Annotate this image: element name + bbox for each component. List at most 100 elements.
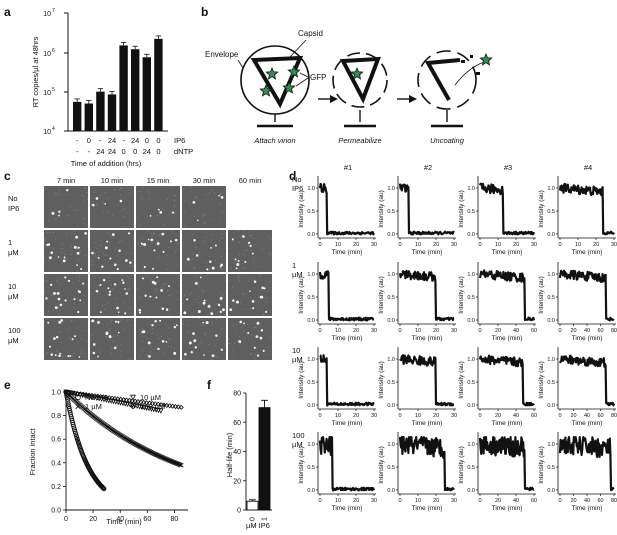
panel-e-point <box>118 396 124 402</box>
trace-xlabel: Time (min) <box>572 505 603 512</box>
micrograph-spot <box>47 243 51 246</box>
micrograph-spot <box>124 259 128 262</box>
micrograph-noise <box>247 280 249 282</box>
micrograph-spot <box>58 210 61 213</box>
micrograph-noise <box>189 264 191 266</box>
panel-a-row-dntp: dNTP <box>174 147 193 156</box>
micrograph-tile <box>136 274 180 316</box>
micrograph-noise <box>242 268 244 270</box>
micrograph-spot <box>238 340 242 344</box>
micrograph-spot <box>237 259 240 262</box>
micrograph-noise <box>165 323 167 324</box>
trace-xtick-label: 20 <box>570 413 576 419</box>
panel-c-row-label: µM <box>8 292 19 301</box>
micrograph-noise <box>173 323 175 325</box>
micrograph-noise <box>238 280 240 282</box>
trace-xtick-label: 20 <box>495 413 501 419</box>
micrograph-noise <box>79 274 81 276</box>
micrograph-noise <box>77 327 79 329</box>
micrograph-noise <box>105 290 107 292</box>
micrograph-noise <box>193 216 195 218</box>
panel-e-point <box>77 391 83 397</box>
micrograph-noise <box>128 288 130 290</box>
micrograph-noise <box>95 253 97 255</box>
micrograph-spot <box>140 242 144 245</box>
micrograph-noise <box>117 334 119 336</box>
gfp-star-icon <box>259 83 273 97</box>
micrograph-noise <box>270 337 271 338</box>
micrograph-noise <box>150 279 152 281</box>
intensity-trace <box>318 270 375 322</box>
panel-e-point <box>66 389 72 395</box>
trace-xtick-label: 0 <box>558 498 561 504</box>
micrograph-noise <box>157 215 159 217</box>
micrograph-noise <box>162 224 164 226</box>
trace-ytick-label: 1.0 <box>387 272 395 278</box>
micrograph-noise <box>190 292 192 294</box>
panel-f-category-label: 1 <box>262 517 269 521</box>
panel-e-point <box>177 462 183 468</box>
micrograph-noise <box>140 356 141 358</box>
micrograph-noise <box>255 327 257 329</box>
panel-a-bar <box>131 49 140 131</box>
trace-xtick-label: 30 <box>371 242 377 248</box>
micrograph-spot <box>50 283 53 286</box>
micrograph-noise <box>94 255 96 257</box>
micrograph-tile <box>90 230 134 272</box>
gfp-stars-virion-1 <box>259 64 301 97</box>
micrograph-spot <box>161 307 165 311</box>
micrograph-noise <box>98 285 100 287</box>
trace-xtick-label: 0 <box>398 498 401 504</box>
micrograph-spot <box>231 238 234 241</box>
panel-e-legend-marker <box>130 403 136 410</box>
trace-ylabel: Intensity (au) <box>458 446 465 484</box>
trace-ylabel: Intensity (au) <box>458 190 465 228</box>
micrograph-spot <box>71 338 74 341</box>
micrograph-spot <box>113 263 117 267</box>
micrograph-noise <box>99 195 101 197</box>
micrograph-spot <box>187 258 190 261</box>
panel-e-series-diamond <box>63 389 184 410</box>
micrograph-noise <box>250 250 252 252</box>
intensity-trace <box>478 436 535 492</box>
micrograph-spot <box>108 293 111 296</box>
micrograph-spot <box>63 256 66 259</box>
micrograph-noise <box>169 314 170 316</box>
panel-c-label: c <box>4 169 11 183</box>
micrograph-spot <box>58 214 60 217</box>
micrograph-noise <box>77 298 79 300</box>
micrograph-noise <box>84 188 85 190</box>
panel-f-ylabel: Half-life (min) <box>225 432 234 477</box>
micrograph-noise <box>92 264 94 265</box>
panel-a-dntp-value: 0 <box>122 147 126 156</box>
panel-e-point <box>141 399 147 405</box>
micrograph-spot <box>51 211 55 215</box>
micrograph-noise <box>60 252 62 253</box>
trace-ytick-label: 1.0 <box>307 272 315 278</box>
micrograph-noise <box>109 329 111 331</box>
micrograph-spot <box>138 308 142 312</box>
micrograph-spot <box>73 298 76 301</box>
micrograph-spot <box>60 319 63 322</box>
micrograph-noise <box>177 291 179 293</box>
micrograph-noise <box>96 203 98 205</box>
micrograph-noise <box>260 266 262 267</box>
micrograph-spot <box>56 291 60 295</box>
trace-ytick-label: 0.5 <box>547 209 555 215</box>
micrograph-spot <box>76 251 80 255</box>
micrograph-noise <box>172 186 174 188</box>
gfp-label: GFP <box>310 73 326 82</box>
micrograph-spot <box>151 324 154 327</box>
panel-e-series-circle <box>63 389 107 492</box>
panel-d-row-label: No <box>292 175 302 184</box>
trace-ytick-label: 1.0 <box>467 442 475 448</box>
micrograph-noise <box>177 248 179 250</box>
micrograph-noise <box>76 275 77 277</box>
micrograph-noise <box>221 328 223 330</box>
micrograph-noise <box>232 286 234 288</box>
micrograph-spot <box>219 310 222 314</box>
panel-a-dntp-value: - <box>88 147 91 156</box>
panel-a-bar <box>154 38 163 131</box>
micrograph-noise <box>70 246 72 248</box>
